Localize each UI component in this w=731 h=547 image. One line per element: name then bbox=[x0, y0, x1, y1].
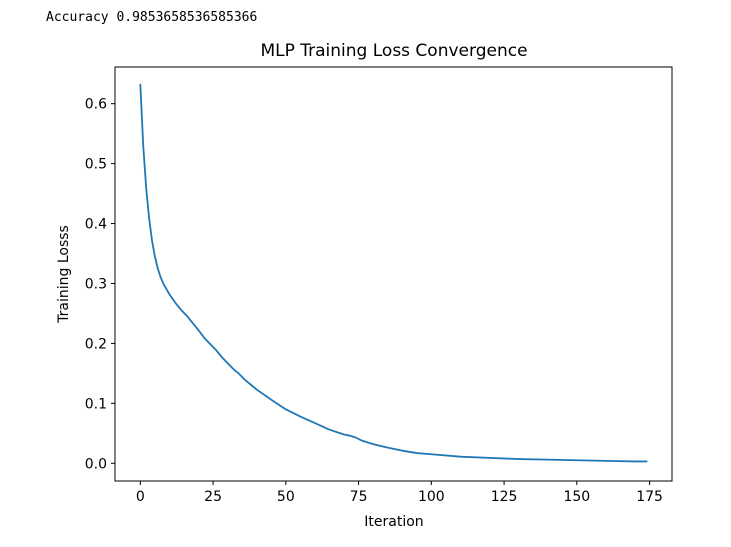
cell-output-accuracy: Accuracy 0.9853658536585366 bbox=[46, 10, 258, 25]
x-axis-label: Iteration bbox=[364, 514, 423, 530]
y-tick-label: 0.4 bbox=[85, 217, 107, 233]
y-tick-label: 0.1 bbox=[85, 396, 107, 412]
x-tick-label: 100 bbox=[418, 489, 445, 505]
y-tick-label: 0.0 bbox=[85, 456, 107, 472]
x-tick-label: 0 bbox=[136, 489, 145, 505]
chart-title: MLP Training Loss Convergence bbox=[260, 41, 527, 61]
x-tick-label: 175 bbox=[636, 489, 663, 505]
y-axis-label: Training Losss bbox=[56, 225, 72, 324]
x-axis-ticks: 0 25 50 75 100 125 150 175 bbox=[136, 481, 663, 505]
y-tick-label: 0.3 bbox=[85, 276, 107, 292]
y-tick-label: 0.2 bbox=[85, 336, 107, 352]
x-tick-label: 150 bbox=[563, 489, 590, 505]
series-line-0 bbox=[139, 83, 648, 463]
plot-frame bbox=[114, 66, 673, 482]
x-tick-label: 25 bbox=[204, 489, 222, 505]
y-axis-ticks: 0.0 0.1 0.2 0.3 0.4 0.5 0.6 bbox=[85, 97, 115, 472]
y-tick-label: 0.6 bbox=[85, 97, 107, 113]
x-tick-label: 75 bbox=[350, 489, 368, 505]
y-tick-label: 0.5 bbox=[85, 157, 107, 173]
series-layer bbox=[139, 83, 648, 463]
x-tick-label: 125 bbox=[491, 489, 518, 505]
x-tick-label: 50 bbox=[277, 489, 295, 505]
